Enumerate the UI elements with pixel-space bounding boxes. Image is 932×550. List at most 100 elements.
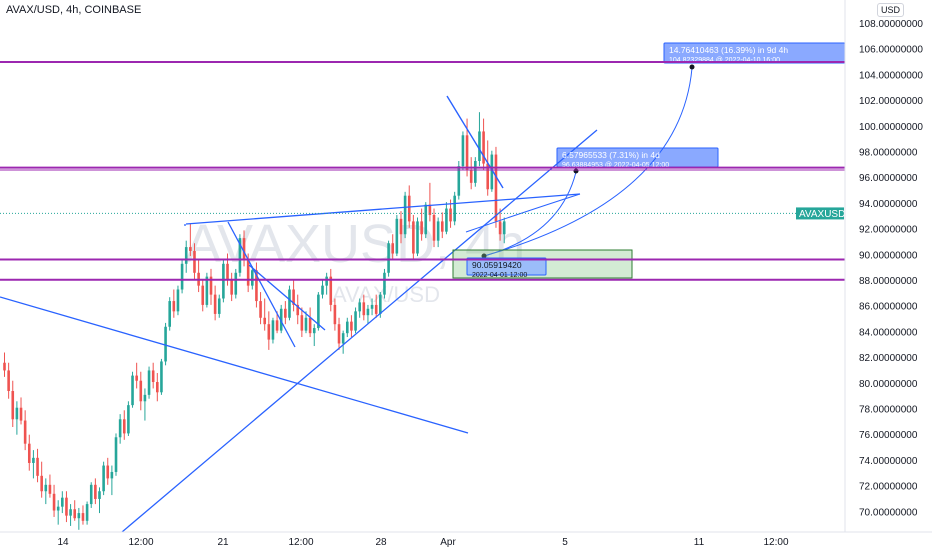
candle: [147, 366, 151, 399]
candle: [69, 504, 72, 526]
candle: [350, 315, 353, 338]
candle: [160, 358, 163, 395]
candle: [312, 324, 316, 347]
candle: [151, 362, 155, 389]
candle: [98, 487, 101, 514]
x-tick-label: 12:00: [763, 537, 788, 548]
candle: [440, 212, 444, 239]
candle: [308, 307, 312, 338]
candle: [341, 330, 345, 354]
candle-body: [139, 380, 143, 402]
y-tick-label: 88.00000000: [859, 276, 918, 287]
candle: [184, 240, 188, 273]
candle-body: [230, 279, 233, 295]
candle: [81, 505, 85, 525]
candle: [255, 262, 258, 308]
candle-body: [160, 361, 163, 393]
candle: [222, 259, 225, 303]
candle-body: [122, 419, 126, 434]
candle: [56, 500, 60, 525]
candle-body: [403, 195, 407, 235]
candle: [122, 410, 126, 440]
candle-body: [366, 308, 370, 316]
target2-box: 6.57965533 (7.31%) in 4d 96.63884953 @ 20…: [556, 147, 719, 169]
x-tick-label: 12:00: [288, 537, 313, 548]
y-tick-label: 102.00000000: [859, 96, 923, 107]
candle: [391, 234, 395, 260]
x-tick-label: 12:00: [128, 537, 153, 548]
candle: [65, 491, 68, 523]
candle: [271, 317, 275, 344]
candle: [73, 500, 77, 521]
candle-body: [457, 166, 461, 196]
y-tick-label: 90.00000000: [859, 250, 918, 261]
candle-body: [222, 263, 225, 299]
candle: [345, 317, 349, 338]
descending-trendline: [0, 296, 469, 434]
price-axis[interactable]: 108.00000000 106.00000000 104.00000000 102.…: [844, 0, 932, 532]
candle-body: [209, 276, 213, 295]
candle: [267, 311, 271, 350]
candle: [300, 307, 304, 338]
candle: [292, 279, 295, 312]
y-tick-label: 72.00000000: [859, 482, 918, 493]
time-axis[interactable]: 14 12:00 21 12:00 28 Apr 5 11 12:00: [0, 531, 932, 550]
candle: [412, 214, 415, 260]
candle-body: [156, 382, 159, 393]
candle: [383, 268, 386, 299]
y-tick-label: 70.00000000: [859, 507, 918, 518]
candle: [11, 380, 15, 427]
candle: [304, 311, 308, 334]
candle-body: [259, 301, 262, 318]
candle-body: [345, 321, 349, 334]
candle-body: [445, 208, 448, 232]
candle: [354, 307, 357, 334]
candle-body: [69, 509, 72, 516]
candle-body: [193, 250, 196, 273]
candle: [494, 146, 498, 228]
candle: [284, 301, 287, 325]
target2-box-line2: 96.63884953 @ 2022-04-05 12:00: [562, 162, 669, 169]
wedge-line-1: [227, 221, 296, 348]
candle: [94, 478, 97, 505]
watermark-small: AVAX/USD: [332, 282, 440, 307]
candle-body: [395, 218, 399, 254]
candle: [102, 461, 105, 496]
candle-body: [176, 289, 180, 312]
y-tick-label: 74.00000000: [859, 456, 918, 467]
candle-body: [337, 324, 341, 344]
candle: [230, 272, 233, 302]
candle-body: [325, 276, 328, 286]
currency-label[interactable]: USD: [876, 3, 904, 17]
candle: [395, 214, 399, 257]
time-axis-bg: [0, 532, 932, 550]
x-tick-label: Apr: [440, 537, 456, 548]
wedge-line-3: [446, 95, 504, 189]
y-tick-label: 108.00000000: [859, 19, 923, 30]
entry-box-bg: [466, 257, 547, 276]
candle: [52, 484, 56, 517]
candle: [366, 304, 370, 325]
candle: [279, 304, 283, 334]
candle: [110, 465, 114, 496]
candle: [156, 373, 159, 402]
candle-body: [498, 221, 502, 235]
candle: [482, 118, 485, 170]
candle-body: [399, 218, 403, 235]
candle: [139, 371, 143, 411]
candle: [32, 450, 35, 479]
candle-body: [387, 243, 390, 273]
drawings-layer[interactable]: 14.76410463 (16.39%) in 9d 4h 104.8232988…: [0, 42, 846, 533]
candle: [416, 217, 419, 257]
x-tick-label: 21: [217, 537, 229, 548]
candle-body: [317, 294, 320, 329]
candle: [205, 272, 209, 308]
candle: [445, 202, 448, 235]
upper-trendline: [185, 193, 581, 225]
candle-body: [168, 301, 171, 327]
candle: [424, 202, 428, 239]
candle-body: [102, 465, 105, 492]
candle: [362, 294, 366, 321]
candle-body: [275, 320, 279, 331]
